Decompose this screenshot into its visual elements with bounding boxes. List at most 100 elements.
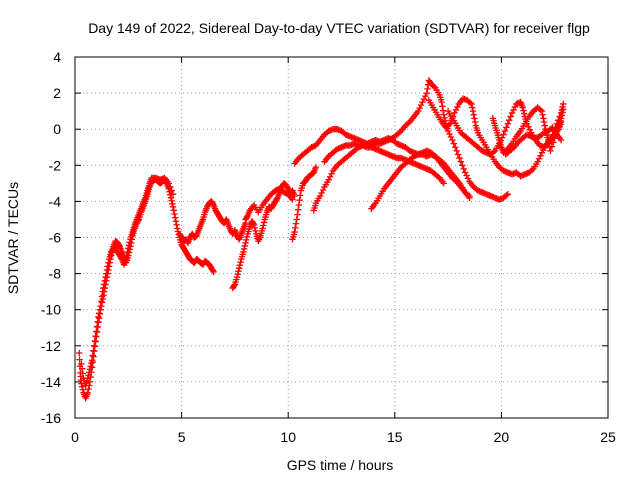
data-point	[237, 258, 244, 266]
data-point	[456, 154, 463, 162]
data-point	[173, 221, 180, 229]
data-points	[76, 77, 567, 402]
data-point	[100, 281, 108, 288]
data-point	[560, 106, 567, 113]
data-point	[124, 248, 131, 256]
data-point	[490, 148, 497, 156]
data-point	[526, 126, 534, 134]
data-point	[78, 365, 86, 372]
y-tick-label: -12	[41, 338, 61, 354]
y-tick-label: -4	[49, 193, 62, 209]
data-point	[291, 228, 298, 236]
data-point	[312, 163, 320, 171]
data-point	[419, 98, 426, 106]
data-point	[86, 366, 94, 373]
data-point	[97, 302, 104, 310]
data-point	[423, 89, 430, 97]
data-point	[95, 313, 102, 321]
data-point	[469, 104, 476, 111]
data-point	[98, 293, 106, 300]
data-point	[316, 192, 324, 200]
y-tick-label: -2	[49, 157, 62, 173]
data-point	[440, 111, 448, 118]
data-point	[284, 184, 291, 191]
data-point	[209, 200, 217, 208]
data-point	[510, 106, 517, 114]
data-point	[292, 224, 299, 232]
data-point	[452, 144, 459, 151]
data-point	[104, 263, 111, 270]
data-point	[242, 239, 249, 247]
data-point	[438, 98, 445, 106]
data-point	[541, 122, 548, 129]
data-point	[88, 360, 95, 367]
data-point	[535, 155, 543, 162]
data-point	[167, 194, 175, 201]
data-point	[550, 139, 557, 146]
data-point	[501, 127, 509, 135]
data-point	[471, 118, 479, 126]
data-point	[99, 288, 106, 295]
data-point	[511, 103, 519, 111]
data-point	[506, 116, 513, 124]
data-point	[86, 369, 93, 376]
data-point	[452, 177, 459, 184]
data-point	[76, 349, 83, 357]
data-point	[420, 95, 428, 103]
x-axis-label: GPS time / hours	[287, 457, 394, 473]
data-point	[318, 189, 325, 197]
data-point	[503, 192, 510, 199]
data-point	[430, 83, 438, 90]
data-point	[85, 372, 92, 379]
data-point	[504, 190, 511, 198]
data-point	[450, 140, 457, 147]
data-point	[319, 186, 327, 194]
data-point	[325, 176, 332, 183]
data-point	[90, 347, 97, 354]
data-point	[534, 158, 541, 165]
data-point	[558, 112, 566, 119]
data-point	[240, 248, 247, 256]
data-point	[86, 378, 94, 386]
data-point	[95, 310, 103, 317]
data-point	[98, 298, 105, 305]
data-point	[441, 114, 448, 121]
data-point	[100, 284, 107, 292]
data-point	[250, 220, 257, 227]
data-point	[520, 107, 527, 114]
data-point	[100, 292, 107, 299]
data-point	[463, 172, 470, 179]
data-point	[466, 194, 473, 201]
data-point	[559, 109, 566, 116]
data-point	[89, 352, 96, 359]
data-point	[233, 274, 241, 281]
data-point	[241, 242, 249, 250]
data-point	[289, 196, 296, 203]
data-point	[243, 233, 251, 241]
data-point	[454, 103, 461, 111]
x-tick-label: 10	[280, 429, 296, 445]
y-tick-label: -10	[41, 302, 61, 318]
data-point	[209, 267, 217, 274]
data-point	[415, 107, 422, 115]
data-point	[171, 210, 178, 218]
chart-title: Day 149 of 2022, Sidereal Day-to-day VTE…	[88, 20, 590, 36]
data-point	[260, 222, 267, 229]
data-point	[469, 107, 477, 115]
data-point	[168, 197, 175, 204]
data-point	[294, 211, 301, 218]
data-point	[96, 306, 104, 313]
x-tick-label: 15	[387, 429, 403, 445]
data-point	[76, 356, 83, 363]
data-point	[537, 106, 544, 114]
data-point	[547, 147, 554, 155]
data-point	[417, 101, 425, 109]
axes: 0 5 10 15 20 25 -16 -14 -12 -10 -8 -6 -4 -2 0 2 4	[41, 49, 616, 445]
data-point	[235, 264, 243, 272]
data-point	[452, 106, 460, 114]
data-point	[79, 386, 87, 393]
data-point	[230, 282, 238, 289]
data-point	[416, 104, 423, 112]
data-point	[174, 225, 181, 232]
data-point	[88, 357, 96, 364]
